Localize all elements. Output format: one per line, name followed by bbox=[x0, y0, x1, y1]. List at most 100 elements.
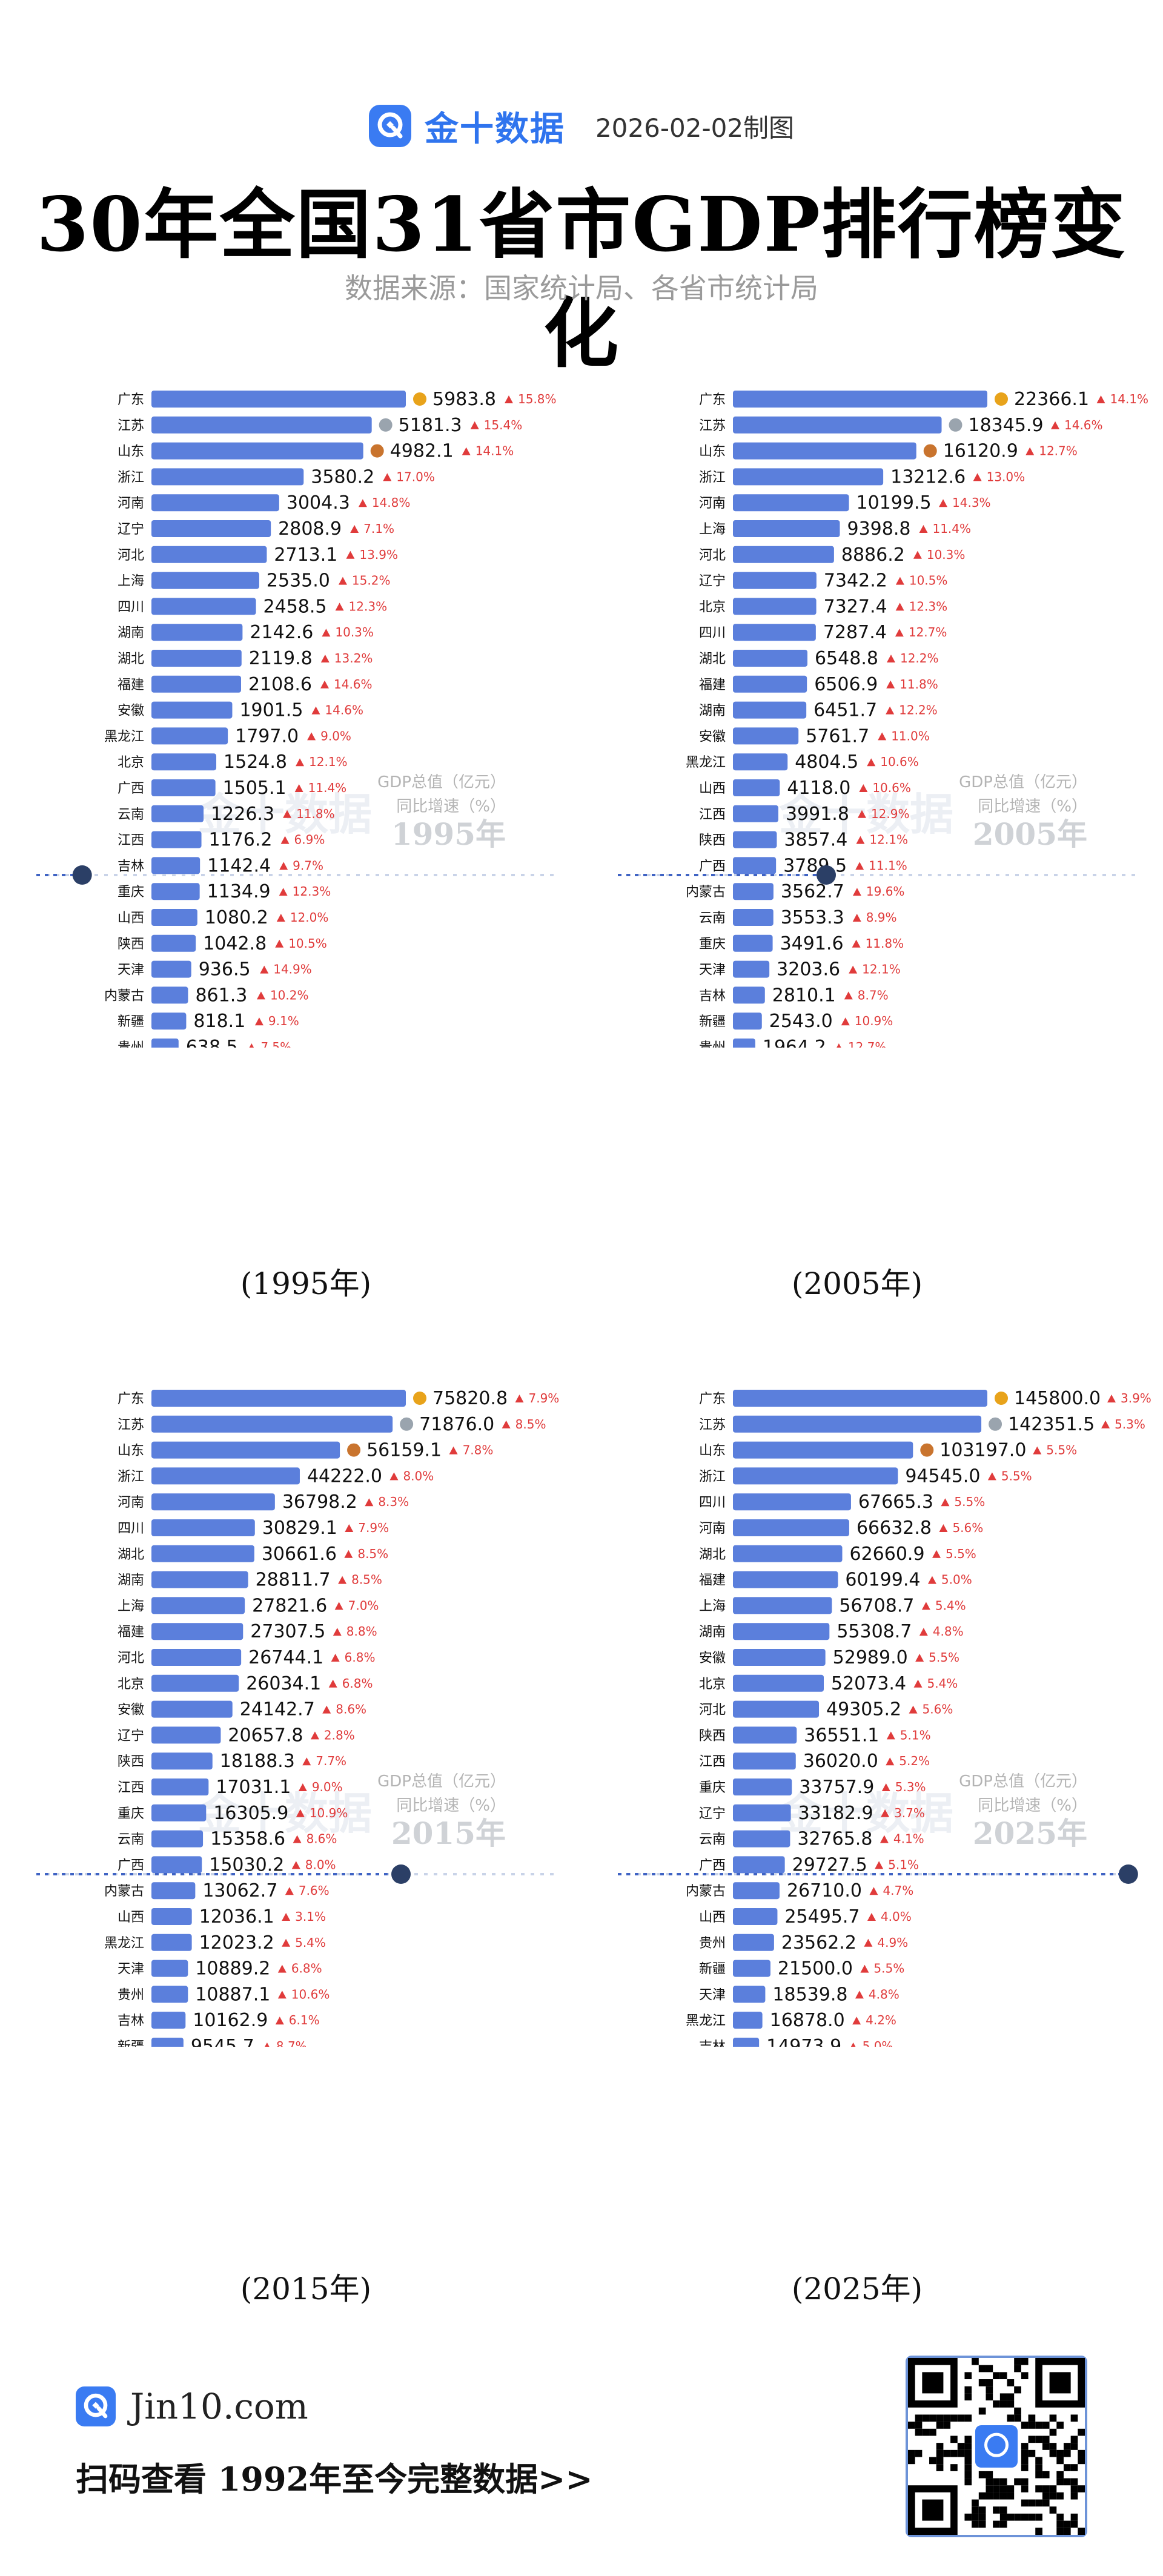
growth-label: 6.8% bbox=[291, 1961, 322, 1976]
bar bbox=[733, 701, 807, 719]
chart-panel-2025: 金十数据 广东 145800.0 3.9% 江苏 142351.5 5.3% 山东 103197… bbox=[582, 1362, 1163, 2047]
category-label: 重庆 bbox=[118, 885, 144, 900]
value-label: 3789.5 bbox=[783, 855, 847, 876]
footer-cta[interactable]: 扫码查看 1992年至今完整数据>> bbox=[76, 2460, 593, 2498]
bar-row: 北京 1524.8 12.1% bbox=[118, 751, 348, 773]
category-label: 辽宁 bbox=[118, 1728, 144, 1743]
bar bbox=[151, 1908, 192, 1925]
category-label: 贵州 bbox=[699, 1936, 726, 1951]
value-label: 94545.0 bbox=[905, 1465, 980, 1487]
bar bbox=[151, 1960, 188, 1977]
footer-site[interactable]: Jin10.com bbox=[130, 2386, 308, 2427]
bar bbox=[733, 1752, 796, 1770]
category-label: 广西 bbox=[118, 1858, 144, 1873]
growth-label: 11.8% bbox=[866, 936, 904, 951]
category-label: 福建 bbox=[118, 678, 144, 693]
chart-panel-2005: 金十数据 广东 22366.1 14.1% 江苏 18345.9 14.6% 山东 16120.… bbox=[582, 363, 1163, 1048]
bar-row: 吉林 2810.1 8.7% bbox=[699, 985, 889, 1006]
bar bbox=[733, 1597, 832, 1614]
growth-label: 9.7% bbox=[293, 858, 323, 873]
medal-icon bbox=[949, 418, 963, 432]
timeline-knob[interactable] bbox=[1118, 1864, 1138, 1884]
value-label: 1226.3 bbox=[211, 804, 274, 825]
bar bbox=[151, 546, 267, 563]
value-label: 1964.2 bbox=[763, 1037, 826, 1048]
value-label: 22366.1 bbox=[1014, 389, 1089, 410]
value-label: 1524.8 bbox=[224, 751, 287, 773]
bar-row: 吉林 10162.9 6.1% bbox=[118, 2010, 320, 2031]
growth-label: 10.5% bbox=[288, 936, 327, 951]
bar-row: 内蒙古 26710.0 4.7% bbox=[686, 1880, 913, 1901]
bar-row: 重庆 3491.6 11.8% bbox=[699, 933, 904, 954]
bar-row: 山东 4982.1 14.1% bbox=[118, 441, 514, 462]
up-arrow-icon bbox=[849, 965, 858, 974]
value-label: 18539.8 bbox=[772, 1984, 847, 2005]
up-arrow-icon bbox=[345, 1524, 354, 1532]
up-arrow-icon bbox=[987, 1472, 996, 1481]
growth-label: 9.0% bbox=[320, 728, 351, 743]
up-arrow-icon bbox=[913, 550, 922, 559]
value-label: 24142.7 bbox=[240, 1699, 315, 1720]
bar bbox=[151, 960, 191, 978]
category-label: 河北 bbox=[118, 1651, 144, 1666]
bar bbox=[151, 857, 200, 874]
up-arrow-icon bbox=[1107, 1395, 1116, 1402]
timeline-knob[interactable] bbox=[391, 1864, 411, 1884]
qr-code-icon[interactable] bbox=[906, 2356, 1087, 2537]
up-arrow-icon bbox=[344, 1550, 353, 1558]
value-label: 10887.1 bbox=[195, 1984, 270, 2005]
bar bbox=[733, 753, 788, 771]
up-arrow-icon bbox=[335, 603, 344, 611]
category-label: 江苏 bbox=[118, 418, 144, 434]
bar-row: 云南 15358.6 8.6% bbox=[118, 1829, 337, 1850]
bar-row: 福建 60199.4 5.0% bbox=[699, 1570, 972, 1591]
value-label: 9398.8 bbox=[847, 518, 910, 540]
category-label: 江西 bbox=[118, 1780, 144, 1795]
growth-label: 5.3% bbox=[1115, 1417, 1145, 1432]
bar-row: 辽宁 2808.9 7.1% bbox=[118, 518, 394, 540]
growth-label: 14.6% bbox=[325, 703, 363, 718]
growth-label: 5.5% bbox=[954, 1494, 985, 1509]
bar bbox=[733, 1804, 791, 1821]
up-arrow-icon bbox=[296, 1809, 305, 1817]
up-arrow-icon bbox=[282, 1938, 291, 1947]
up-arrow-icon bbox=[294, 784, 303, 792]
value-label: 44222.0 bbox=[307, 1465, 382, 1487]
category-label: 山东 bbox=[118, 444, 144, 460]
bar-row: 四川 7287.4 12.7% bbox=[699, 622, 947, 643]
timeline-knob[interactable] bbox=[72, 865, 92, 885]
category-label: 内蒙古 bbox=[686, 885, 726, 900]
bar-row: 山东 16120.9 12.7% bbox=[699, 441, 1078, 462]
category-label: 河北 bbox=[699, 1703, 726, 1718]
bar bbox=[151, 1519, 255, 1536]
value-label: 3580.2 bbox=[311, 466, 374, 487]
up-arrow-icon bbox=[283, 810, 292, 818]
up-arrow-icon bbox=[915, 1654, 924, 1662]
value-label: 3562.7 bbox=[781, 881, 844, 902]
up-arrow-icon bbox=[895, 629, 904, 637]
growth-label: 6.1% bbox=[289, 2013, 320, 2027]
bar bbox=[151, 1012, 187, 1030]
up-arrow-icon bbox=[860, 1964, 869, 1973]
growth-label: 8.7% bbox=[858, 988, 889, 1002]
category-label: 重庆 bbox=[699, 1780, 726, 1795]
bar-row: 山西 25495.7 4.0% bbox=[699, 1906, 912, 1927]
timeline-knob[interactable] bbox=[817, 865, 836, 885]
up-arrow-icon bbox=[1025, 447, 1035, 455]
category-label: 福建 bbox=[699, 1573, 726, 1588]
bar-row: 湖北 6548.8 12.2% bbox=[699, 648, 939, 669]
growth-label: 11.0% bbox=[891, 728, 930, 743]
growth-label: 14.9% bbox=[273, 962, 312, 977]
watermark: 金十数据 bbox=[778, 1788, 953, 1839]
bar bbox=[733, 598, 817, 615]
growth-label: 5.5% bbox=[946, 1547, 976, 1561]
category-label: 广东 bbox=[118, 392, 144, 408]
bar-row: 天津 18539.8 4.8% bbox=[699, 1984, 900, 2005]
growth-label: 8.6% bbox=[306, 1832, 337, 1846]
up-arrow-icon bbox=[328, 1679, 337, 1688]
category-label: 重庆 bbox=[699, 937, 726, 952]
value-label: 49305.2 bbox=[826, 1699, 901, 1720]
bar-row: 内蒙古 3562.7 19.6% bbox=[686, 881, 904, 902]
value-label: 1901.5 bbox=[239, 700, 303, 721]
up-arrow-icon bbox=[939, 1524, 948, 1532]
